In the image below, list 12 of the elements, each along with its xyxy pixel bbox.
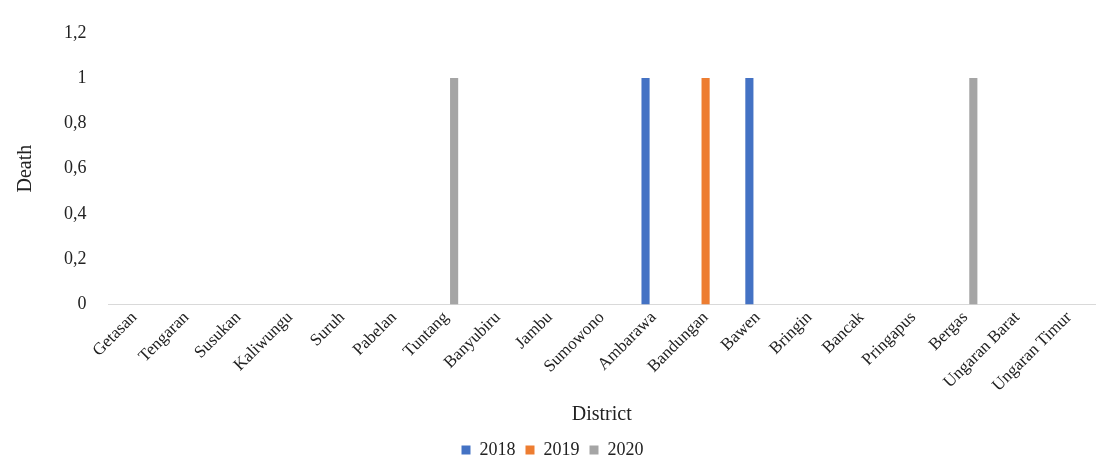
y-tick-label: 0 — [77, 293, 87, 314]
y-tick-label: 0,8 — [64, 112, 87, 133]
y-tick-label: 0,6 — [64, 157, 87, 178]
x-axis-title: District — [571, 402, 633, 425]
y-tick-label: 0,2 — [64, 248, 87, 268]
y-tick-label: 1 — [77, 66, 87, 87]
legend-label: 2018 — [479, 438, 516, 459]
y-tick-label: 1,2 — [64, 21, 87, 42]
legend-label: 2019 — [543, 438, 580, 459]
y-axis-title: Death — [13, 144, 36, 193]
y-tick-label: 0,4 — [64, 202, 87, 223]
legend-label: 2020 — [607, 438, 644, 459]
